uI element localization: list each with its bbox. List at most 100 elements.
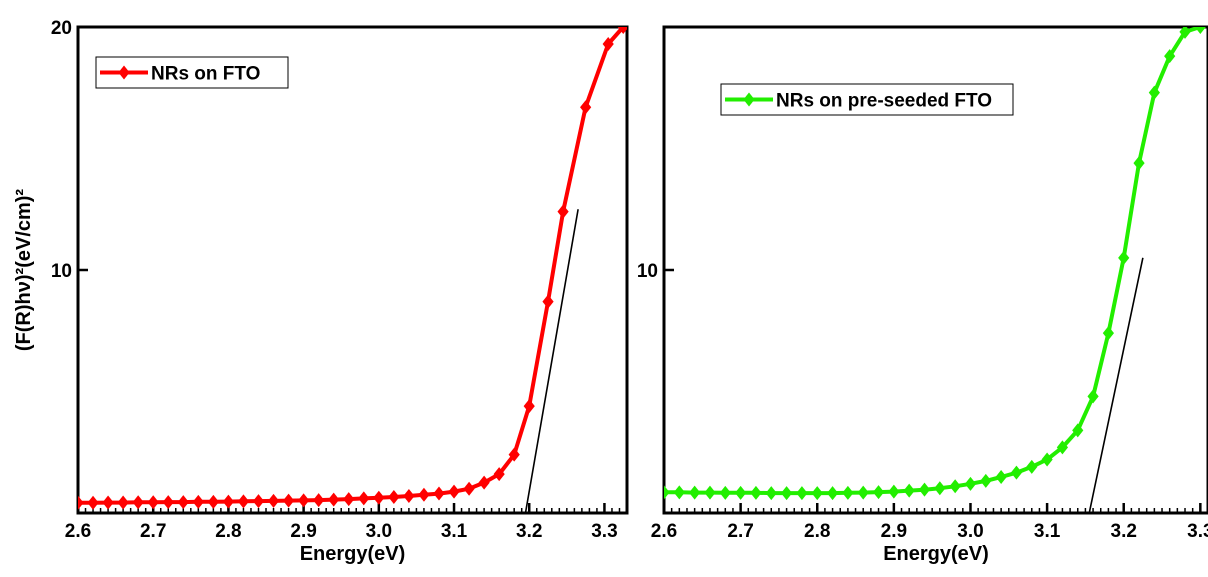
- data-point: [192, 494, 204, 509]
- data-point: [523, 399, 535, 414]
- plot-area: [664, 27, 1206, 513]
- data-point: [557, 204, 569, 219]
- data-point: [313, 493, 325, 508]
- data-point: [328, 492, 340, 507]
- data-point: [949, 479, 961, 494]
- x-tick-label: 3.0: [366, 521, 392, 542]
- data-point: [765, 486, 777, 501]
- data-point: [177, 495, 189, 510]
- x-axis-title: Energy(eV): [883, 543, 989, 565]
- data-point: [888, 484, 900, 499]
- data-point: [735, 485, 747, 500]
- fit-line: [524, 209, 579, 513]
- x-axis-title: Energy(eV): [300, 543, 406, 565]
- legend: NRs on FTO: [95, 56, 289, 89]
- data-point: [282, 493, 295, 508]
- legend-label: NRs on pre-seeded FTO: [776, 91, 992, 112]
- data-point: [147, 495, 159, 510]
- data-point: [222, 494, 235, 509]
- data-point: [980, 473, 992, 488]
- data-point: [664, 485, 670, 500]
- legend-marker: [118, 65, 130, 80]
- data-point: [207, 494, 219, 509]
- data-point: [1072, 423, 1084, 438]
- x-tick-label: 3.2: [1111, 521, 1137, 542]
- data-point: [673, 485, 685, 500]
- x-tick-label: 3.2: [516, 521, 542, 542]
- data-point: [463, 481, 475, 496]
- x-tick-label: 3.3: [591, 521, 617, 542]
- data-point: [117, 495, 129, 510]
- data-point: [842, 485, 854, 500]
- data-point: [1148, 85, 1160, 100]
- data-point: [602, 37, 614, 52]
- legend-label: NRs on FTO: [151, 64, 260, 85]
- data-point: [418, 487, 430, 502]
- legend: NRs on pre-seeded FTO: [720, 83, 1014, 116]
- data-point: [750, 485, 762, 500]
- data-point: [811, 486, 823, 501]
- plot-area: [78, 27, 627, 513]
- data-point: [78, 495, 84, 510]
- x-tick-label: 3.1: [441, 521, 468, 542]
- data-point: [373, 490, 385, 505]
- data-point: [508, 447, 520, 462]
- x-tick-label: 2.7: [727, 521, 753, 542]
- fit-line: [1088, 257, 1144, 513]
- x-tick-label: 2.7: [140, 521, 166, 542]
- x-tick-label: 3.3: [1187, 521, 1208, 542]
- y-tick-label: 10: [637, 261, 658, 282]
- y-axis-title: (F(R)hν)²(eV/cm)²: [13, 189, 35, 352]
- data-point: [1194, 27, 1206, 34]
- data-point: [934, 481, 946, 496]
- data-point: [826, 486, 839, 501]
- data-point: [298, 493, 310, 508]
- data-point: [388, 489, 400, 504]
- data-point: [796, 486, 808, 501]
- data-point: [964, 476, 977, 491]
- data-point: [689, 485, 701, 500]
- data-point: [493, 467, 505, 482]
- data-point: [132, 495, 144, 510]
- y-tick-label: 10: [51, 261, 72, 282]
- data-point: [1087, 389, 1099, 404]
- data-point: [162, 495, 174, 510]
- series-line: [78, 27, 625, 505]
- data-point: [433, 486, 445, 501]
- plot-frame: [76, 25, 629, 515]
- data-point: [448, 484, 460, 499]
- data-point: [87, 495, 99, 510]
- data-point: [1118, 250, 1130, 265]
- data-point: [617, 27, 627, 34]
- data-point: [903, 483, 915, 498]
- x-tick-label: 2.9: [881, 521, 907, 542]
- data-point: [918, 482, 931, 497]
- data-point: [780, 486, 793, 501]
- x-tick-label: 2.9: [290, 521, 316, 542]
- data-point: [1041, 452, 1053, 467]
- x-tick-label: 2.6: [651, 521, 677, 542]
- data-point: [995, 470, 1007, 485]
- data-point: [358, 491, 370, 506]
- data-point: [1164, 49, 1176, 64]
- data-point: [267, 493, 280, 508]
- x-tick-label: 2.6: [65, 521, 91, 542]
- data-point: [478, 475, 490, 490]
- data-point: [252, 494, 265, 509]
- data-point: [237, 494, 250, 509]
- data-point: [403, 488, 415, 503]
- x-tick-label: 2.8: [804, 521, 830, 542]
- data-point: [1133, 156, 1145, 171]
- legend-marker: [743, 92, 755, 107]
- x-tick-label: 3.0: [957, 521, 983, 542]
- y-tick-label: 20: [51, 18, 72, 39]
- data-point: [1026, 459, 1038, 474]
- data-point: [1010, 465, 1023, 480]
- data-point: [1056, 440, 1069, 455]
- data-point: [857, 485, 869, 500]
- legend-box: [95, 56, 289, 89]
- data-point: [343, 492, 355, 507]
- data-point: [580, 100, 592, 115]
- data-point: [542, 294, 554, 309]
